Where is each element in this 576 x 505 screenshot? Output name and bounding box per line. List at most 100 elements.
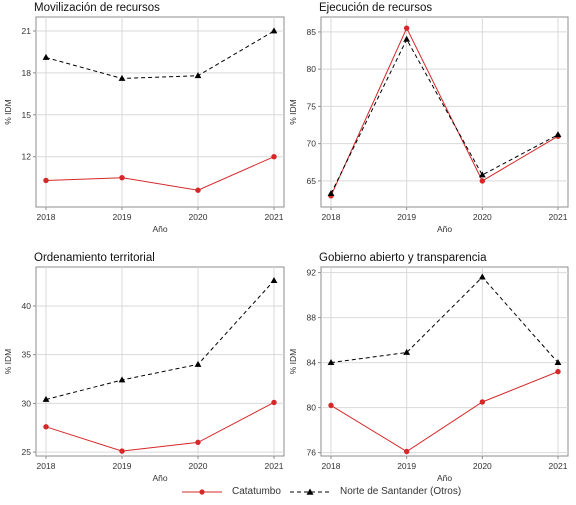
legend-label-norte: Norte de Santander (Otros) (340, 486, 462, 497)
series-line-catatumbo (330, 371, 559, 453)
data-point-catatumbo (119, 174, 125, 181)
chart-panel-3: 2018 2019 2020 2021 25 30 35 40 Ordenamiento ter… (3, 252, 285, 483)
y-tick-label: 75 (307, 101, 317, 111)
y-tick-label: 84 (307, 358, 317, 368)
y-tick-label: 21 (22, 26, 32, 36)
y-tick-label: 40 (22, 301, 32, 311)
x-tick-label: 2018 (37, 212, 56, 222)
y-tick-label: 92 (307, 268, 317, 278)
x-tick-label: 2020 (473, 461, 492, 471)
data-point-norte (403, 348, 411, 355)
data-point-norte (42, 395, 50, 402)
y-axis-label: % IDM (3, 349, 13, 375)
series-line-catatumbo (45, 156, 275, 191)
plot-frame (35, 266, 285, 457)
x-tick-label: 2021 (549, 212, 568, 222)
chart-title: Ejecución de recursos (319, 2, 432, 14)
data-point-catatumbo (403, 448, 410, 455)
x-tick-label: 2018 (37, 461, 56, 471)
x-axis-label: Año (152, 224, 167, 234)
plot-frame (35, 16, 285, 208)
y-tick-label: 80 (307, 64, 317, 74)
y-tick-label: 30 (22, 398, 32, 408)
data-point-catatumbo (555, 368, 561, 375)
data-point-catatumbo (479, 399, 486, 405)
x-axis-label: Año (437, 473, 452, 483)
legend-label-catatumbo: Catatumbo (232, 486, 281, 497)
x-tick-label: 2019 (113, 212, 132, 222)
chart-title: Movilización de recursos (34, 2, 160, 14)
x-tick-label: 2018 (322, 212, 341, 222)
data-point-catatumbo (479, 178, 486, 184)
series-line-norte (330, 276, 559, 364)
legend: Catatumbo Norte de Santander (Otros) (0, 484, 576, 502)
x-tick-label: 2021 (265, 212, 284, 222)
legend-item-catatumbo: Catatumbo (182, 486, 281, 497)
data-point-norte (118, 376, 126, 383)
data-point-norte (270, 27, 278, 34)
plot-frame (320, 266, 569, 457)
data-point-norte (194, 360, 202, 367)
data-point-catatumbo (119, 448, 125, 454)
data-point-norte (327, 359, 335, 366)
x-tick-label: 2018 (322, 461, 341, 471)
chart-title: Gobierno abierto y transparencia (319, 252, 487, 264)
data-point-catatumbo (271, 154, 277, 160)
x-tick-label: 2021 (265, 461, 284, 471)
data-point-catatumbo (195, 439, 201, 446)
series-line-catatumbo (45, 401, 275, 452)
data-point-catatumbo (328, 402, 334, 409)
data-point-norte (478, 171, 486, 178)
data-point-catatumbo (271, 399, 277, 406)
y-tick-label: 80 (307, 403, 317, 413)
data-point-norte (194, 72, 202, 79)
data-point-norte (270, 277, 278, 284)
x-tick-label: 2021 (549, 461, 568, 471)
chart-panel-2: 2018 2019 2020 2021 65 70 75 80 85 Ejecución de r… (288, 2, 569, 234)
data-point-catatumbo (43, 177, 49, 184)
chart-panel-1: 2018 2019 2020 2021 12 15 18 21 Movilización de … (3, 2, 285, 234)
x-tick-label: 2020 (189, 461, 208, 471)
x-tick-label: 2019 (113, 461, 132, 471)
series-line-norte (45, 30, 275, 80)
y-axis-label: % IDM (288, 349, 298, 375)
y-tick-label: 85 (307, 27, 317, 37)
legend-item-norte: Norte de Santander (Otros) (290, 486, 461, 497)
x-tick-label: 2020 (473, 212, 492, 222)
y-tick-label: 65 (307, 176, 317, 186)
series-line-catatumbo (330, 27, 559, 197)
chart-title: Ordenamiento territorial (34, 252, 155, 264)
y-tick-label: 70 (307, 139, 317, 149)
data-point-norte (403, 35, 411, 42)
series-line-norte (45, 280, 275, 400)
legend-swatch-catatumbo (182, 488, 222, 495)
y-axis-label: % IDM (288, 99, 298, 125)
data-point-norte (118, 74, 126, 81)
y-tick-label: 12 (22, 152, 32, 162)
data-point-catatumbo (403, 25, 410, 31)
series-line-norte (330, 38, 559, 194)
y-tick-label: 35 (22, 350, 32, 360)
x-axis-label: Año (437, 224, 452, 234)
x-tick-label: 2019 (397, 461, 416, 471)
data-point-norte (554, 359, 562, 366)
data-point-catatumbo (195, 187, 201, 193)
y-tick-label: 15 (22, 110, 32, 120)
x-tick-label: 2020 (189, 212, 208, 222)
y-tick-label: 18 (22, 68, 32, 78)
data-point-norte (478, 273, 486, 280)
y-tick-label: 76 (307, 448, 317, 458)
y-tick-label: 88 (307, 313, 317, 323)
data-point-catatumbo (43, 424, 49, 430)
x-tick-label: 2019 (397, 212, 416, 222)
legend-swatch-norte (290, 488, 330, 495)
plot-frame (320, 16, 569, 208)
y-tick-label: 25 (22, 447, 32, 457)
y-axis-label: % IDM (3, 99, 13, 125)
data-point-norte (554, 131, 562, 138)
data-point-norte (327, 189, 335, 196)
data-point-norte (42, 53, 50, 60)
